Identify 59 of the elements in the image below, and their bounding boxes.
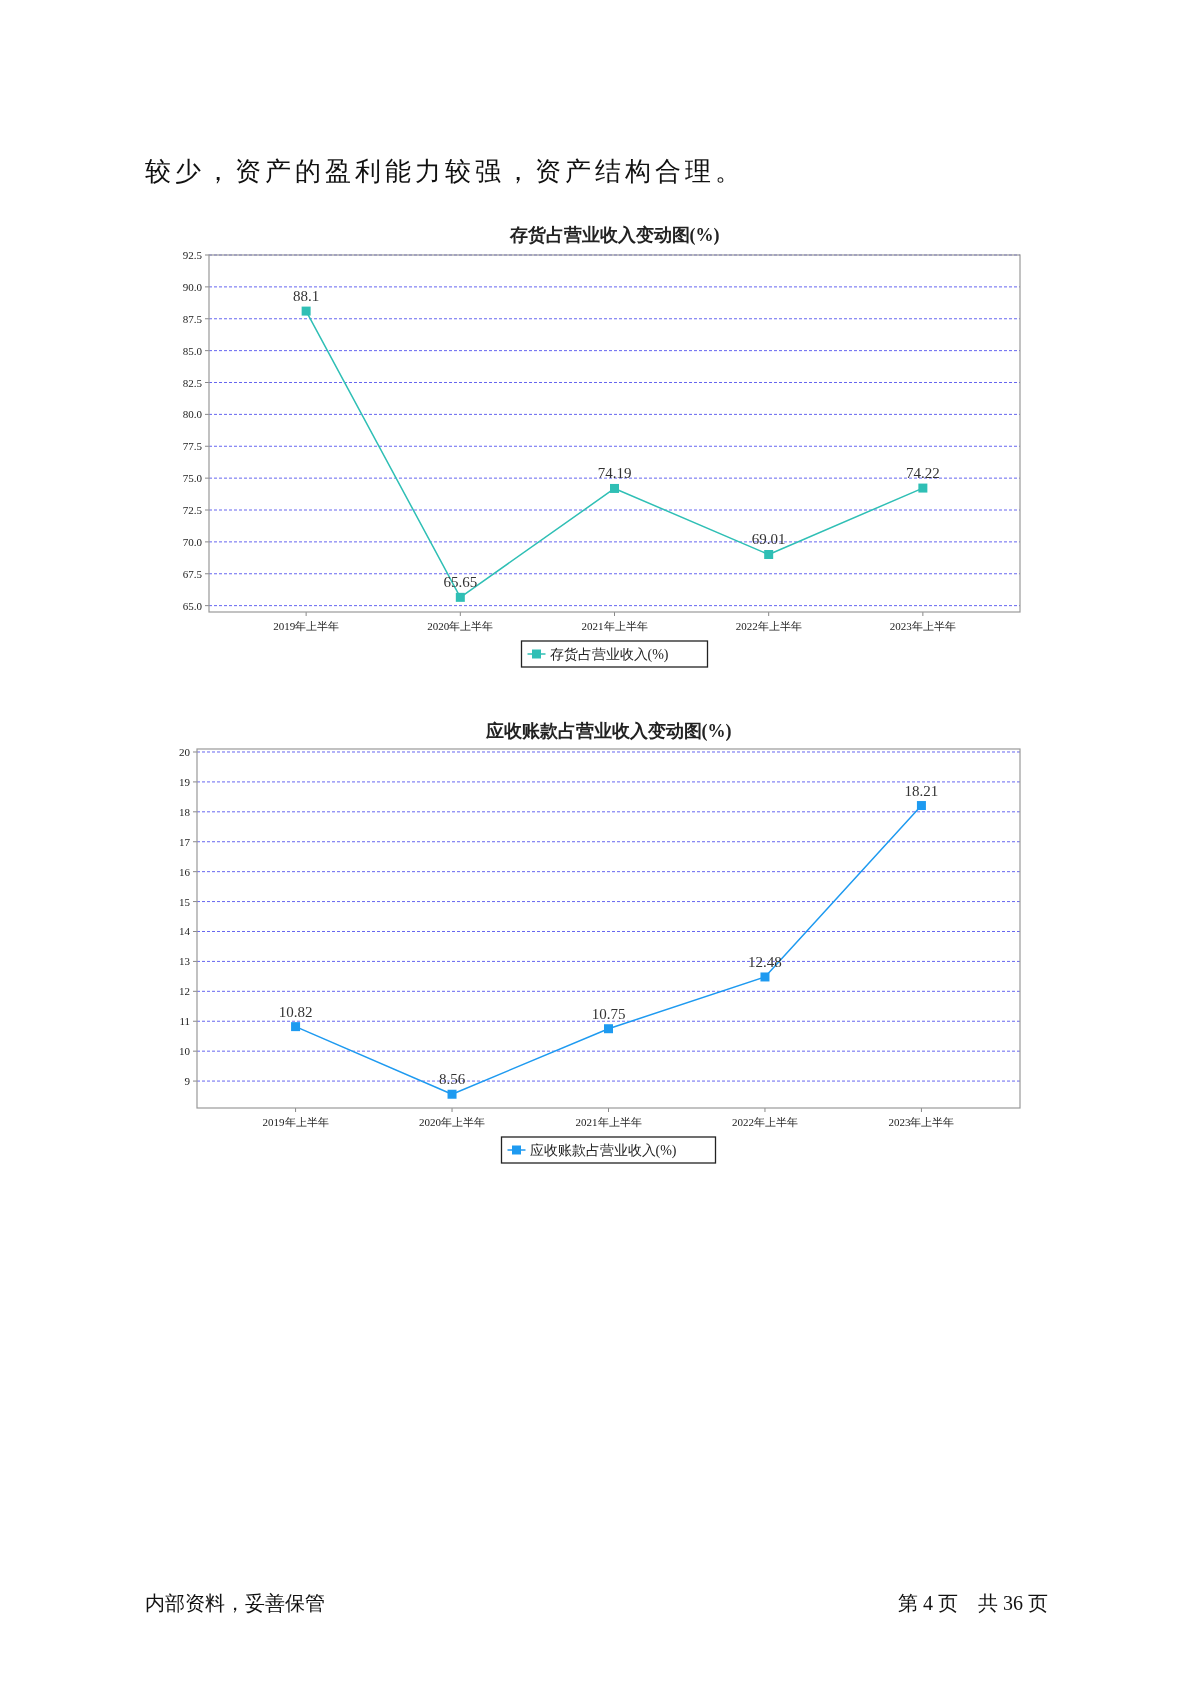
point <box>291 1022 301 1032</box>
y-tick-label: 80.0 <box>182 408 203 421</box>
y-tick-label: 87.5 <box>182 312 203 325</box>
point <box>610 483 619 493</box>
y-tick-label: 65.0 <box>182 599 203 612</box>
x-tick-label: 2020年上半年 <box>419 1116 486 1128</box>
y-tick-label: 12 <box>179 985 190 998</box>
x-tick-label: 2021年上半年 <box>575 1116 642 1128</box>
y-tick-label: 82.5 <box>182 376 203 389</box>
y-tick-label: 75.0 <box>182 472 203 485</box>
point <box>604 1024 613 1034</box>
x-tick-label: 2023年上半年 <box>889 620 956 632</box>
point <box>764 550 774 559</box>
y-tick-label: 77.5 <box>182 440 203 453</box>
point <box>447 1089 457 1099</box>
x-tick-label: 2021年上半年 <box>581 620 648 632</box>
y-tick-label: 90.0 <box>182 280 203 293</box>
data-label: 74.22 <box>905 465 940 482</box>
y-tick-label: 92.5 <box>182 249 203 261</box>
data-label: 10.75 <box>591 1005 626 1022</box>
legend-label: 存货占营业收入(%) <box>549 647 669 663</box>
y-tick-label: 72.5 <box>182 504 203 516</box>
chart-title: 应收账款占营业收入变动图(%) <box>484 721 732 742</box>
y-tick-label: 18 <box>179 805 191 818</box>
y-tick-label: 15 <box>179 895 191 908</box>
y-tick-label: 9 <box>184 1075 191 1088</box>
data-label: 74.19 <box>597 465 632 482</box>
text: 第 4 页 共 36 页 <box>898 1592 1048 1614</box>
chart-title: 存货占营业收入变动图(%) <box>508 225 720 246</box>
data-label: 18.21 <box>904 782 939 799</box>
data-label: 8.56 <box>438 1071 466 1088</box>
y-tick-label: 85.0 <box>182 344 203 357</box>
y-tick-label: 10 <box>179 1045 191 1058</box>
legend-label: 应收账款占营业收入(%) <box>529 1143 677 1159</box>
x-tick-label: 2022年上半年 <box>735 620 802 632</box>
point <box>918 483 928 493</box>
point <box>760 972 770 982</box>
data-label: 69.01 <box>751 531 786 548</box>
x-tick-label: 2020年上半年 <box>427 620 494 632</box>
y-tick-label: 14 <box>179 925 191 938</box>
x-tick-label: 2019年上半年 <box>273 620 340 632</box>
x-tick-label: 2022年上半年 <box>731 1116 798 1128</box>
y-tick-label: 17 <box>179 835 191 848</box>
y-tick-label: 70.0 <box>182 535 203 548</box>
y-tick-label: 19 <box>179 775 191 788</box>
text: 内部资料，妥善保管 <box>145 1592 325 1614</box>
point <box>301 306 311 316</box>
y-tick-label: 20 <box>179 745 191 758</box>
y-tick-label: 11 <box>179 1015 190 1028</box>
y-tick-label: 67.5 <box>182 567 203 580</box>
y-tick-label: 13 <box>179 955 191 968</box>
x-tick-label: 2019年上半年 <box>262 1116 329 1128</box>
x-tick-label: 2023年上半年 <box>888 1116 955 1128</box>
point <box>916 801 926 811</box>
data-label: 10.82 <box>278 1003 313 1020</box>
text: 较少，资产的盈利能力较强，资产结构合理。 <box>145 157 745 186</box>
point <box>455 592 465 602</box>
data-label: 88.1 <box>293 288 320 305</box>
y-tick-label: 16 <box>179 865 191 878</box>
